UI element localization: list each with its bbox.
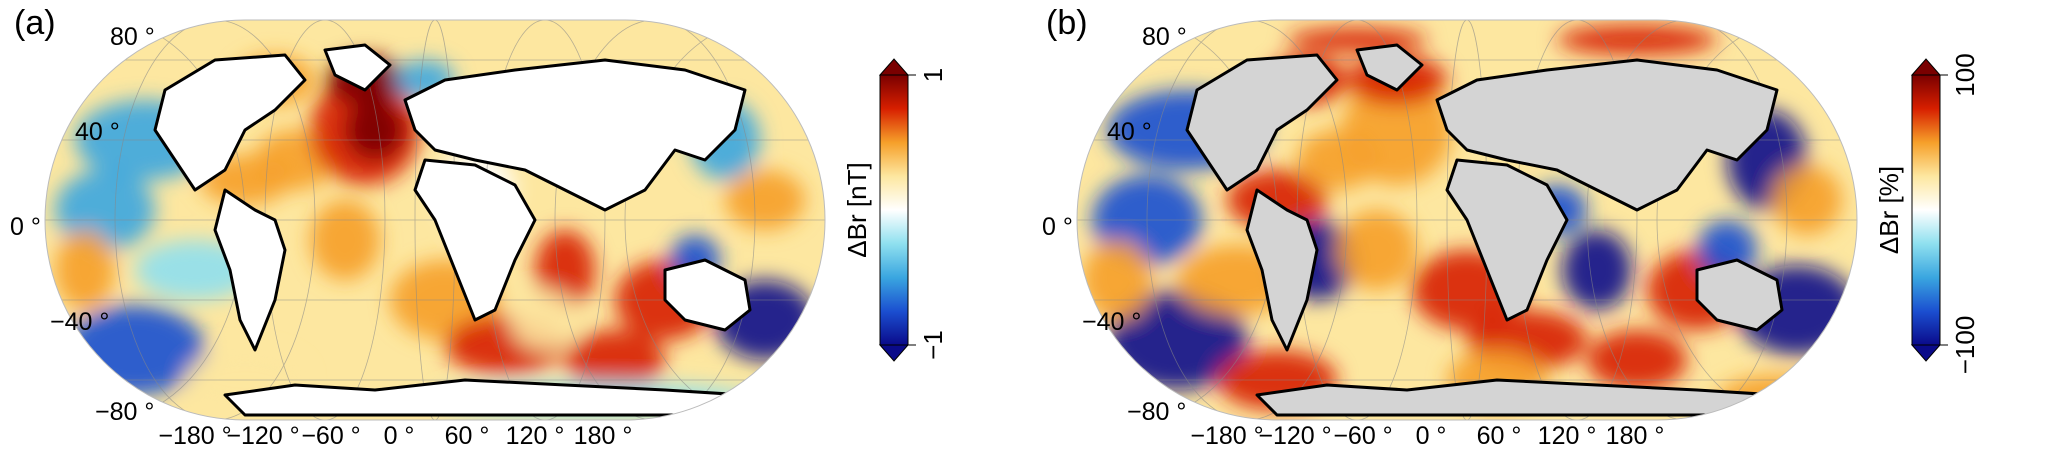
colorbar bbox=[879, 74, 909, 346]
colorbar-max-arrow bbox=[1910, 58, 1942, 76]
lon-tick-label: 120 ° bbox=[506, 422, 565, 450]
field-patch bbox=[310, 200, 380, 280]
colorbar-title: ΔBr [%] bbox=[1874, 166, 1904, 254]
lat-tick-label: 0 ° bbox=[1042, 213, 1073, 241]
panel-label: (a) bbox=[14, 4, 56, 42]
field-patch bbox=[1587, 330, 1687, 390]
colorbar-max-label: 1 bbox=[918, 68, 948, 82]
lat-tick-label: 40 ° bbox=[75, 118, 120, 146]
field-patch bbox=[565, 330, 665, 390]
coastline bbox=[1435, 58, 1779, 212]
coastline bbox=[413, 158, 537, 322]
lat-tick-label: 40 ° bbox=[1107, 118, 1152, 146]
colorbar bbox=[1911, 74, 1941, 346]
colorbar-max-label: 100 bbox=[1950, 53, 1980, 96]
lon-tick-label: 60 ° bbox=[1477, 422, 1522, 450]
lon-tick-label: 180 ° bbox=[574, 422, 633, 450]
coastline bbox=[213, 188, 287, 352]
lat-tick-label: −80 ° bbox=[95, 398, 154, 426]
colorbar-min-arrow bbox=[1910, 344, 1942, 362]
field-patch bbox=[345, 100, 405, 160]
coastline bbox=[1255, 378, 1779, 417]
lat-tick-label: 80 ° bbox=[1142, 23, 1187, 51]
lon-tick-label: 180 ° bbox=[1606, 422, 1665, 450]
coastline bbox=[403, 58, 747, 212]
panel-b: 80 ° 40 ° 0 ° −40 ° −80 ° −180 ° −120 ° −60 ° 0 … bbox=[1032, 0, 2065, 459]
lon-tick-label: −120 ° bbox=[226, 422, 299, 450]
continent-outlines bbox=[153, 43, 752, 417]
coastline bbox=[223, 378, 747, 417]
field-patch bbox=[1342, 75, 1452, 185]
coastline bbox=[1355, 43, 1424, 92]
lon-tick-label: −120 ° bbox=[1258, 422, 1331, 450]
lon-tick-label: −180 ° bbox=[1190, 422, 1263, 450]
coastline bbox=[323, 43, 392, 92]
field-patch bbox=[725, 170, 805, 230]
field-patch bbox=[510, 290, 580, 350]
lon-tick-label: 60 ° bbox=[445, 422, 490, 450]
colorbar-min-arrow bbox=[878, 344, 910, 362]
field-patch bbox=[1287, 28, 1427, 52]
coastline bbox=[1695, 258, 1784, 332]
lat-tick-label: 80 ° bbox=[110, 23, 155, 51]
continent-outlines bbox=[1185, 43, 1784, 417]
panel-a: 80 ° 40 ° 0 ° −40 ° −80 ° −180 ° −120 ° −60 ° 0 … bbox=[0, 0, 1032, 459]
colorbar-min-label: −1 bbox=[918, 330, 948, 360]
map-figure: 80 ° 40 ° 0 ° −40 ° −80 °−180 °−120 ° −60 ° 0 … bbox=[1042, 19, 1980, 450]
field-patch bbox=[55, 230, 115, 310]
lon-tick-label: −60 ° bbox=[1333, 422, 1392, 450]
colorbar-title: ΔBr [nT] bbox=[842, 162, 872, 257]
colorbar-min-label: −100 bbox=[1950, 316, 1980, 375]
coastline bbox=[1445, 158, 1569, 322]
panel-label: (b) bbox=[1046, 4, 1088, 42]
lat-tick-label: −40 ° bbox=[50, 308, 109, 336]
lat-tick-label: −80 ° bbox=[1127, 398, 1186, 426]
coastline bbox=[1245, 188, 1319, 352]
coastline bbox=[153, 53, 307, 192]
lat-tick-label: 0 ° bbox=[10, 213, 41, 241]
lon-tick-label: 120 ° bbox=[1538, 422, 1597, 450]
colorbar-max-arrow bbox=[878, 58, 910, 76]
lon-tick-label: −60 ° bbox=[301, 422, 360, 450]
map-figure: 80 ° 40 ° 0 ° −40 ° −80 °−180 °−120 ° −60 ° 0 … bbox=[10, 19, 948, 450]
lon-tick-label: 0 ° bbox=[384, 422, 415, 450]
field-patch bbox=[1107, 290, 1247, 390]
lon-tick-label: −180 ° bbox=[158, 422, 231, 450]
field-patch bbox=[1562, 230, 1632, 310]
coastline bbox=[663, 258, 752, 332]
field-patch bbox=[1772, 165, 1842, 235]
field-patch bbox=[1557, 25, 1717, 55]
field-patch bbox=[535, 230, 595, 310]
coastline bbox=[1185, 53, 1339, 192]
field-patch bbox=[55, 170, 155, 250]
lat-tick-label: −40 ° bbox=[1082, 308, 1141, 336]
field-patch bbox=[1337, 210, 1417, 290]
lon-tick-label: 0 ° bbox=[1416, 422, 1447, 450]
